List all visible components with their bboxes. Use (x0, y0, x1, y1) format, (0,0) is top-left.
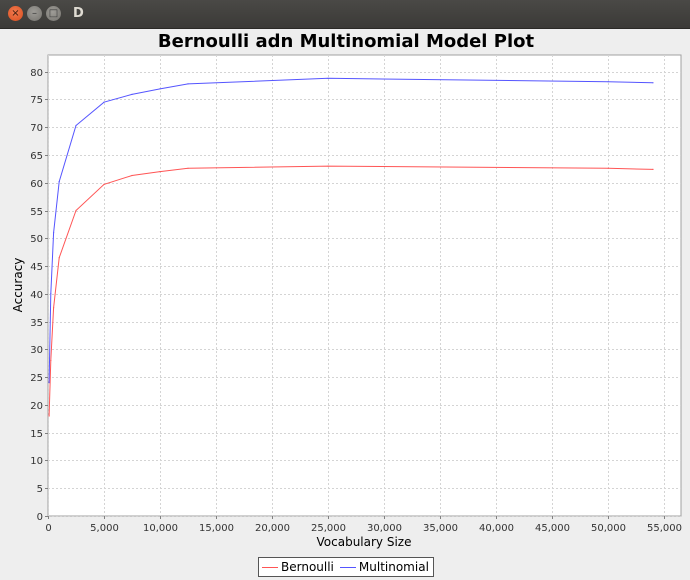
y-tick-label: 50 (30, 234, 43, 245)
series-line-multinomial (48, 77, 654, 383)
y-tick-label: 30 (30, 345, 43, 356)
data-point-multinomial (50, 293, 52, 295)
window-title: D (73, 6, 84, 21)
series-line-bernoulli (48, 165, 654, 417)
axes: 0 5,000 10,000 15,000 20,000 25,000 30,000 35,0… (30, 68, 682, 534)
close-icon: × (11, 7, 20, 19)
y-tick-label: 45 (30, 262, 43, 273)
data-point-bernoulli (652, 168, 654, 170)
minimize-icon: – (32, 7, 37, 19)
y-tick-label: 5 (37, 484, 43, 495)
data-point-multinomial (48, 382, 50, 384)
data-point-multinomial (58, 181, 60, 183)
x-tick-label: 25,000 (311, 523, 346, 534)
data-point-multinomial (75, 124, 77, 127)
close-window-button[interactable]: × (8, 6, 23, 21)
data-point-bernoulli (75, 209, 77, 212)
x-tick-label: 15,000 (199, 523, 234, 534)
x-tick-label: 10,000 (143, 523, 178, 534)
x-axis-label: Vocabulary Size (317, 535, 412, 549)
maximize-window-button[interactable]: □ (46, 6, 61, 21)
y-tick-label: 70 (30, 123, 43, 134)
y-tick-label: 75 (30, 95, 43, 106)
data-point-multinomial (327, 77, 329, 79)
grid-lines (48, 55, 681, 517)
data-point-multinomial (131, 93, 133, 95)
y-tick-label: 65 (30, 151, 43, 162)
data-point-bernoulli (103, 183, 105, 185)
y-tick-label: 0 (37, 512, 43, 523)
data-point-bernoulli (327, 165, 329, 167)
y-tick-label: 20 (30, 401, 43, 412)
legend-label-multinomial: Multinomial (358, 560, 429, 574)
legend-swatch-bernoulli (262, 566, 278, 568)
x-tick-label: 20,000 (255, 523, 290, 534)
data-point-multinomial (652, 82, 654, 84)
data-point-multinomial (103, 101, 105, 103)
data-point-bernoulli (131, 174, 133, 177)
x-tick-label: 40,000 (479, 523, 514, 534)
y-tick-label: 35 (30, 318, 43, 329)
line-chart: Bernoulli adn Multinomial Model Plot 0 5,… (11, 31, 682, 549)
y-axis-label: Accuracy (11, 258, 25, 313)
maximize-icon: □ (48, 7, 59, 19)
legend-item-bernoulli: Bernoulli (262, 560, 334, 574)
data-point-bernoulli (187, 167, 189, 169)
data-point-bernoulli (607, 167, 609, 169)
y-tick-label: 60 (30, 179, 43, 190)
chart-title: Bernoulli adn Multinomial Model Plot (158, 31, 535, 52)
data-point-bernoulli (53, 307, 55, 309)
legend-label-bernoulli: Bernoulli (281, 560, 334, 574)
y-tick-label: 10 (30, 456, 43, 467)
data-point-bernoulli (48, 415, 50, 417)
x-tick-label: 0 (45, 523, 51, 534)
series-lines (48, 77, 654, 417)
y-tick-label: 80 (30, 68, 43, 79)
y-tick-label: 55 (30, 207, 43, 218)
x-tick-label: 5,000 (90, 523, 119, 534)
chart-legend: Bernoulli Multinomial (258, 557, 434, 577)
plot-area (47, 54, 682, 517)
x-tick-label: 45,000 (535, 523, 570, 534)
legend-item-multinomial: Multinomial (339, 560, 429, 574)
data-point-bernoulli (159, 171, 161, 173)
x-tick-label: 30,000 (367, 523, 402, 534)
minimize-window-button[interactable]: – (27, 6, 42, 21)
data-point-bernoulli (50, 359, 52, 362)
data-point-bernoulli (58, 257, 60, 259)
legend-swatch-multinomial (339, 566, 356, 568)
data-point-multinomial (607, 81, 609, 83)
data-point-multinomial (159, 88, 161, 90)
window-titlebar: × – □ D (0, 0, 690, 29)
x-tick-label: 55,000 (647, 523, 682, 534)
y-tick-label: 40 (30, 290, 43, 301)
y-tick-label: 15 (30, 429, 43, 440)
data-point-multinomial (187, 83, 189, 85)
x-tick-label: 50,000 (591, 523, 626, 534)
data-point-multinomial (53, 232, 55, 234)
x-tick-label: 35,000 (423, 523, 458, 534)
y-tick-label: 25 (30, 373, 43, 384)
